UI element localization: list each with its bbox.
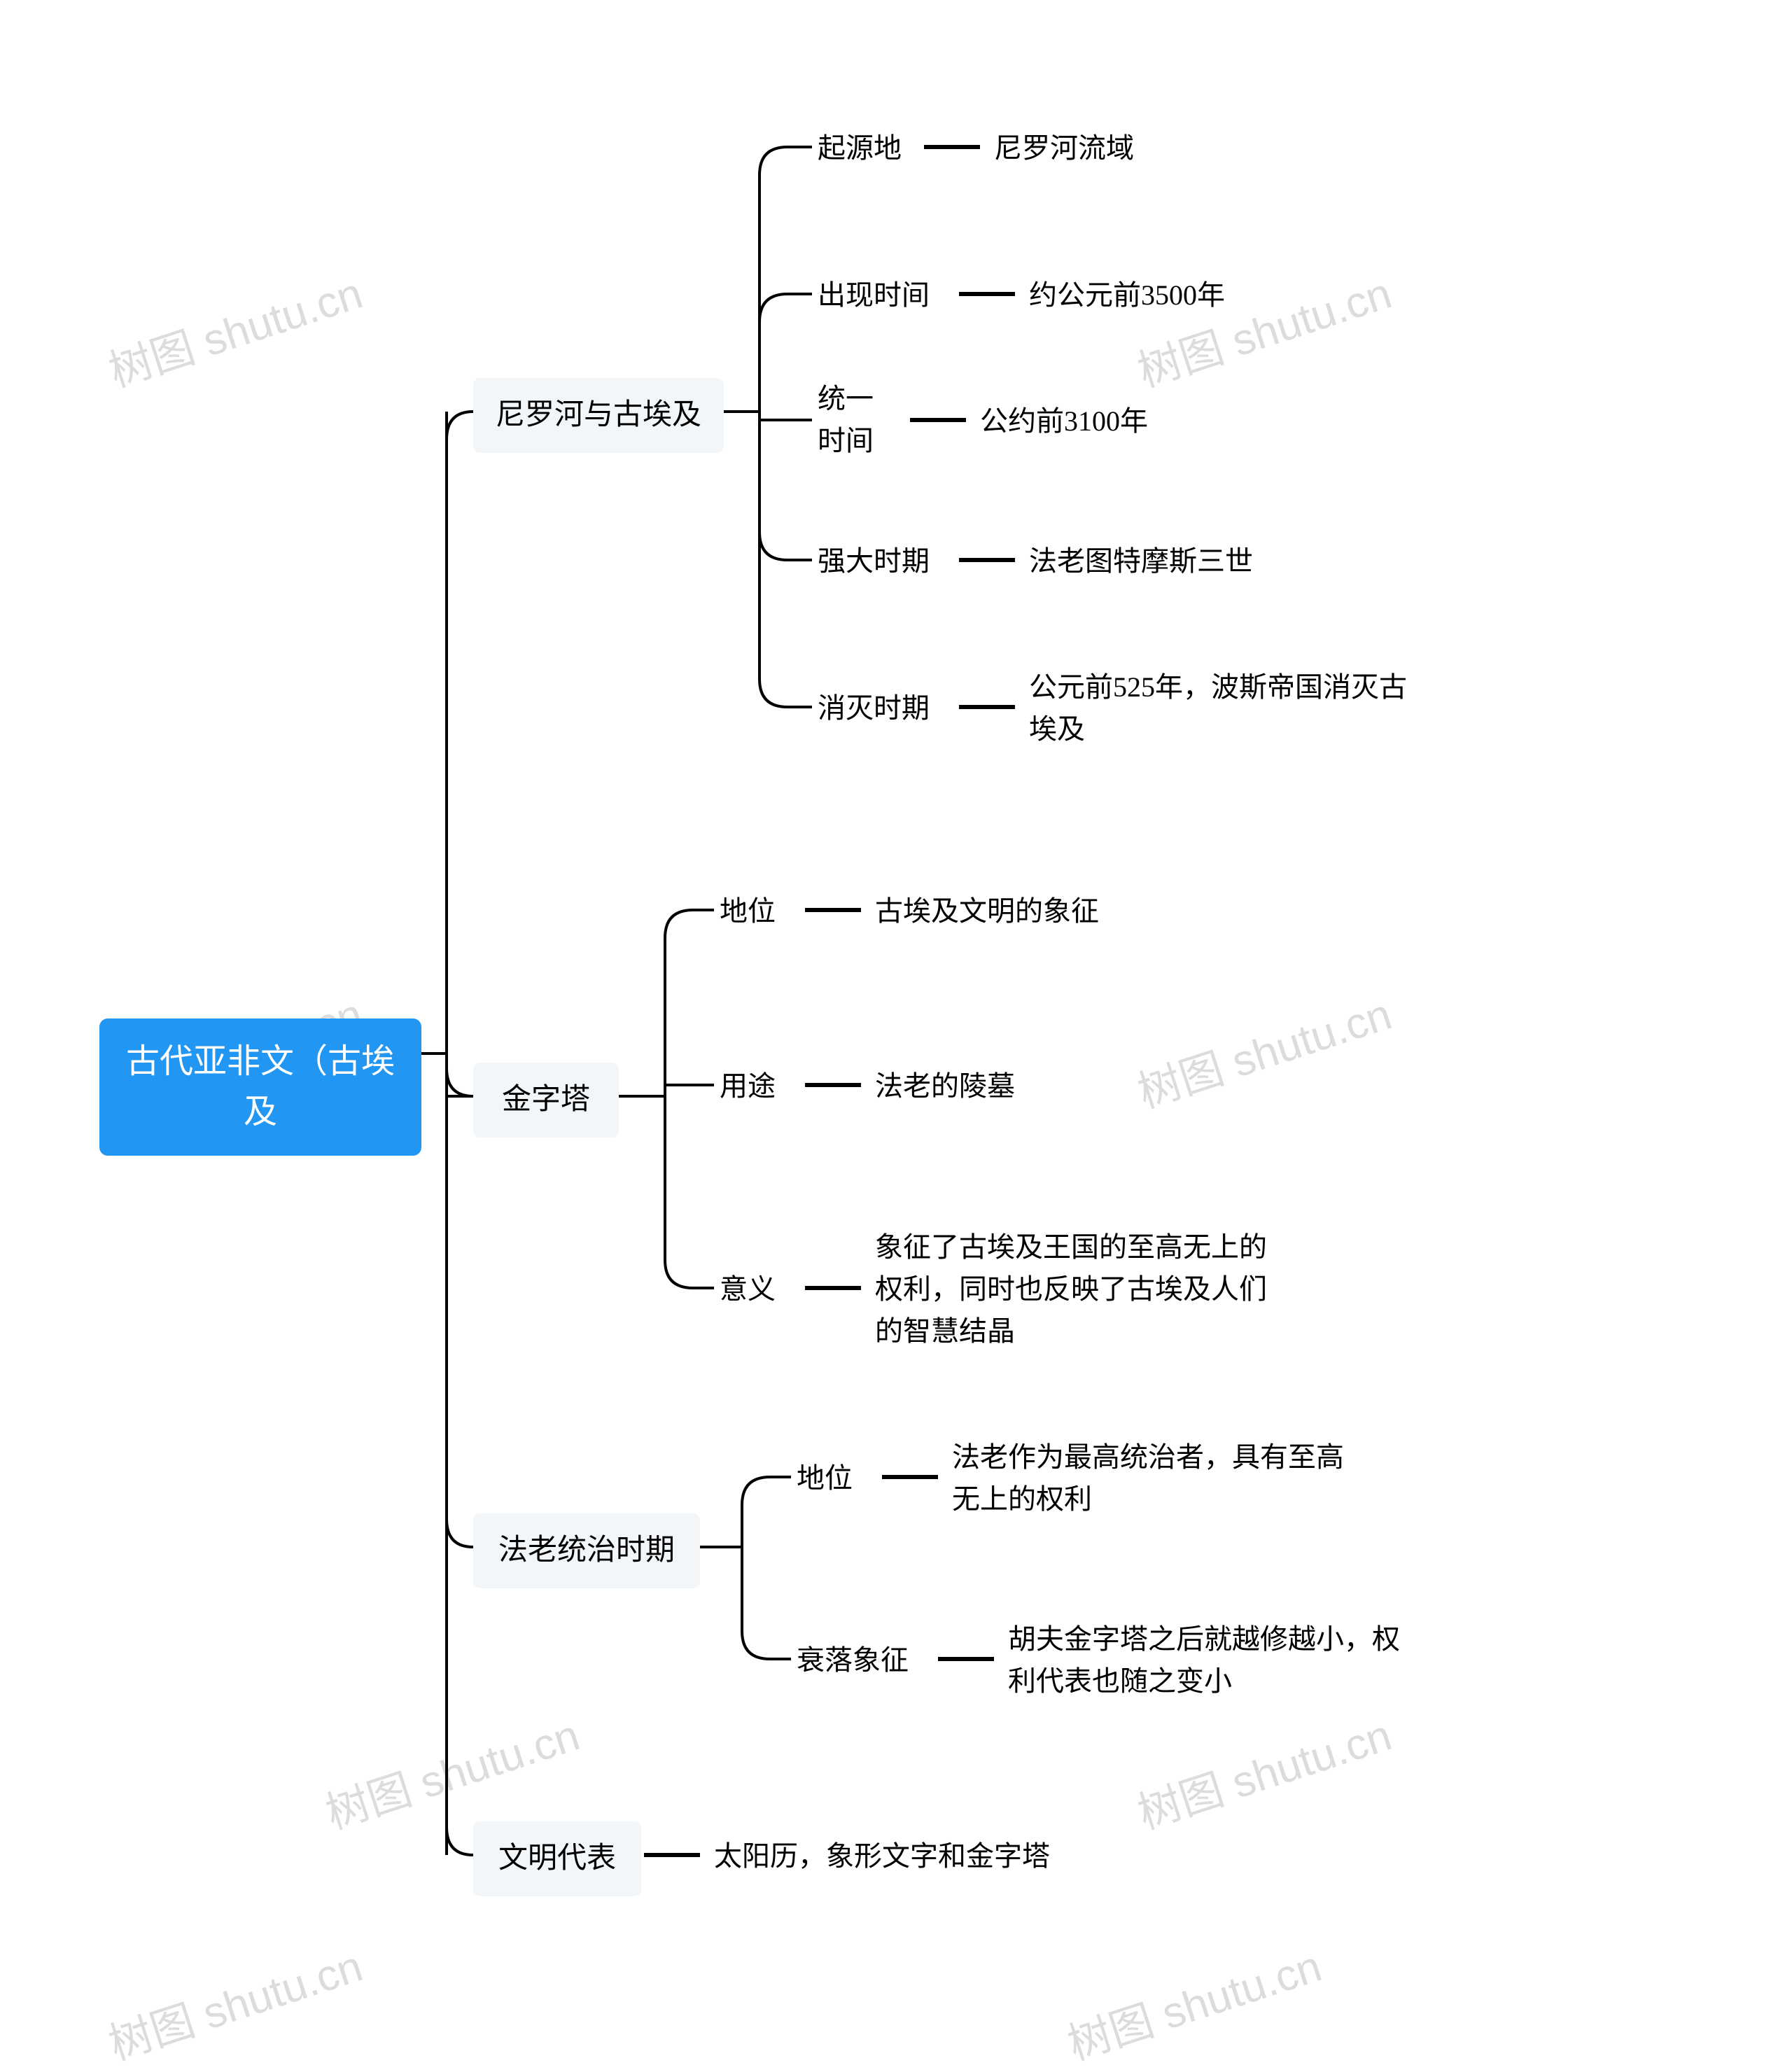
branch-nile[interactable]: 尼罗河与古埃及 <box>473 378 724 453</box>
branch-pharaoh[interactable]: 法老统治时期 <box>473 1513 700 1588</box>
leaf-value: 法老图特摩斯三世 <box>1029 540 1253 582</box>
leaf-label: 地位 <box>797 1457 853 1499</box>
leaf-value: 古埃及文明的象征 <box>875 890 1099 932</box>
branch-pyramid[interactable]: 金字塔 <box>473 1063 619 1138</box>
leaf-value: 法老作为最高统治者，具有至高 无上的权利 <box>952 1436 1400 1520</box>
root-node[interactable]: 古代亚非文（古埃及 <box>99 1018 421 1156</box>
branch-label: 尼罗河与古埃及 <box>496 393 701 438</box>
leaf-value: 象征了古埃及王国的至高无上的 权利，同时也反映了古埃及人们 的智慧结晶 <box>875 1226 1337 1352</box>
watermark: 树图 shutu.cn <box>99 258 369 399</box>
watermark: 树图 shutu.cn <box>316 1700 586 1841</box>
watermark: 树图 shutu.cn <box>99 1931 369 2072</box>
leaf-label: 强大时期 <box>818 540 930 582</box>
watermark: 树图 shutu.cn <box>1128 1700 1398 1841</box>
leaf-label: 用途 <box>720 1065 776 1107</box>
root-label: 古代亚非文（古埃及 <box>123 1037 398 1138</box>
leaf-value: 公元前525年，波斯帝国消灭古 埃及 <box>1029 666 1491 750</box>
watermark: 树图 shutu.cn <box>1128 979 1398 1120</box>
leaf-value: 公约前3100年 <box>980 400 1148 442</box>
leaf-label: 消灭时期 <box>818 687 930 729</box>
leaf-label: 意义 <box>720 1268 776 1310</box>
branch-label: 文明代表 <box>498 1837 616 1881</box>
branch-label: 法老统治时期 <box>498 1529 675 1573</box>
branch-civilization[interactable]: 文明代表 <box>473 1821 641 1896</box>
leaf-label: 衰落象征 <box>797 1639 909 1681</box>
leaf-value: 胡夫金字塔之后就越修越小，权 利代表也随之变小 <box>1008 1618 1470 1702</box>
leaf-value: 尼罗河流域 <box>994 127 1134 169</box>
leaf-label: 出现时间 <box>818 274 930 316</box>
leaf-label: 起源地 <box>818 127 902 169</box>
leaf-value: 太阳历，象形文字和金字塔 <box>714 1835 1050 1877</box>
leaf-label: 统一 时间 <box>818 378 902 462</box>
leaf-label: 地位 <box>720 890 776 932</box>
leaf-value: 法老的陵墓 <box>875 1065 1015 1107</box>
branch-label: 金字塔 <box>502 1078 590 1122</box>
watermark: 树图 shutu.cn <box>1058 1931 1328 2072</box>
leaf-value: 约公元前3500年 <box>1029 274 1225 316</box>
